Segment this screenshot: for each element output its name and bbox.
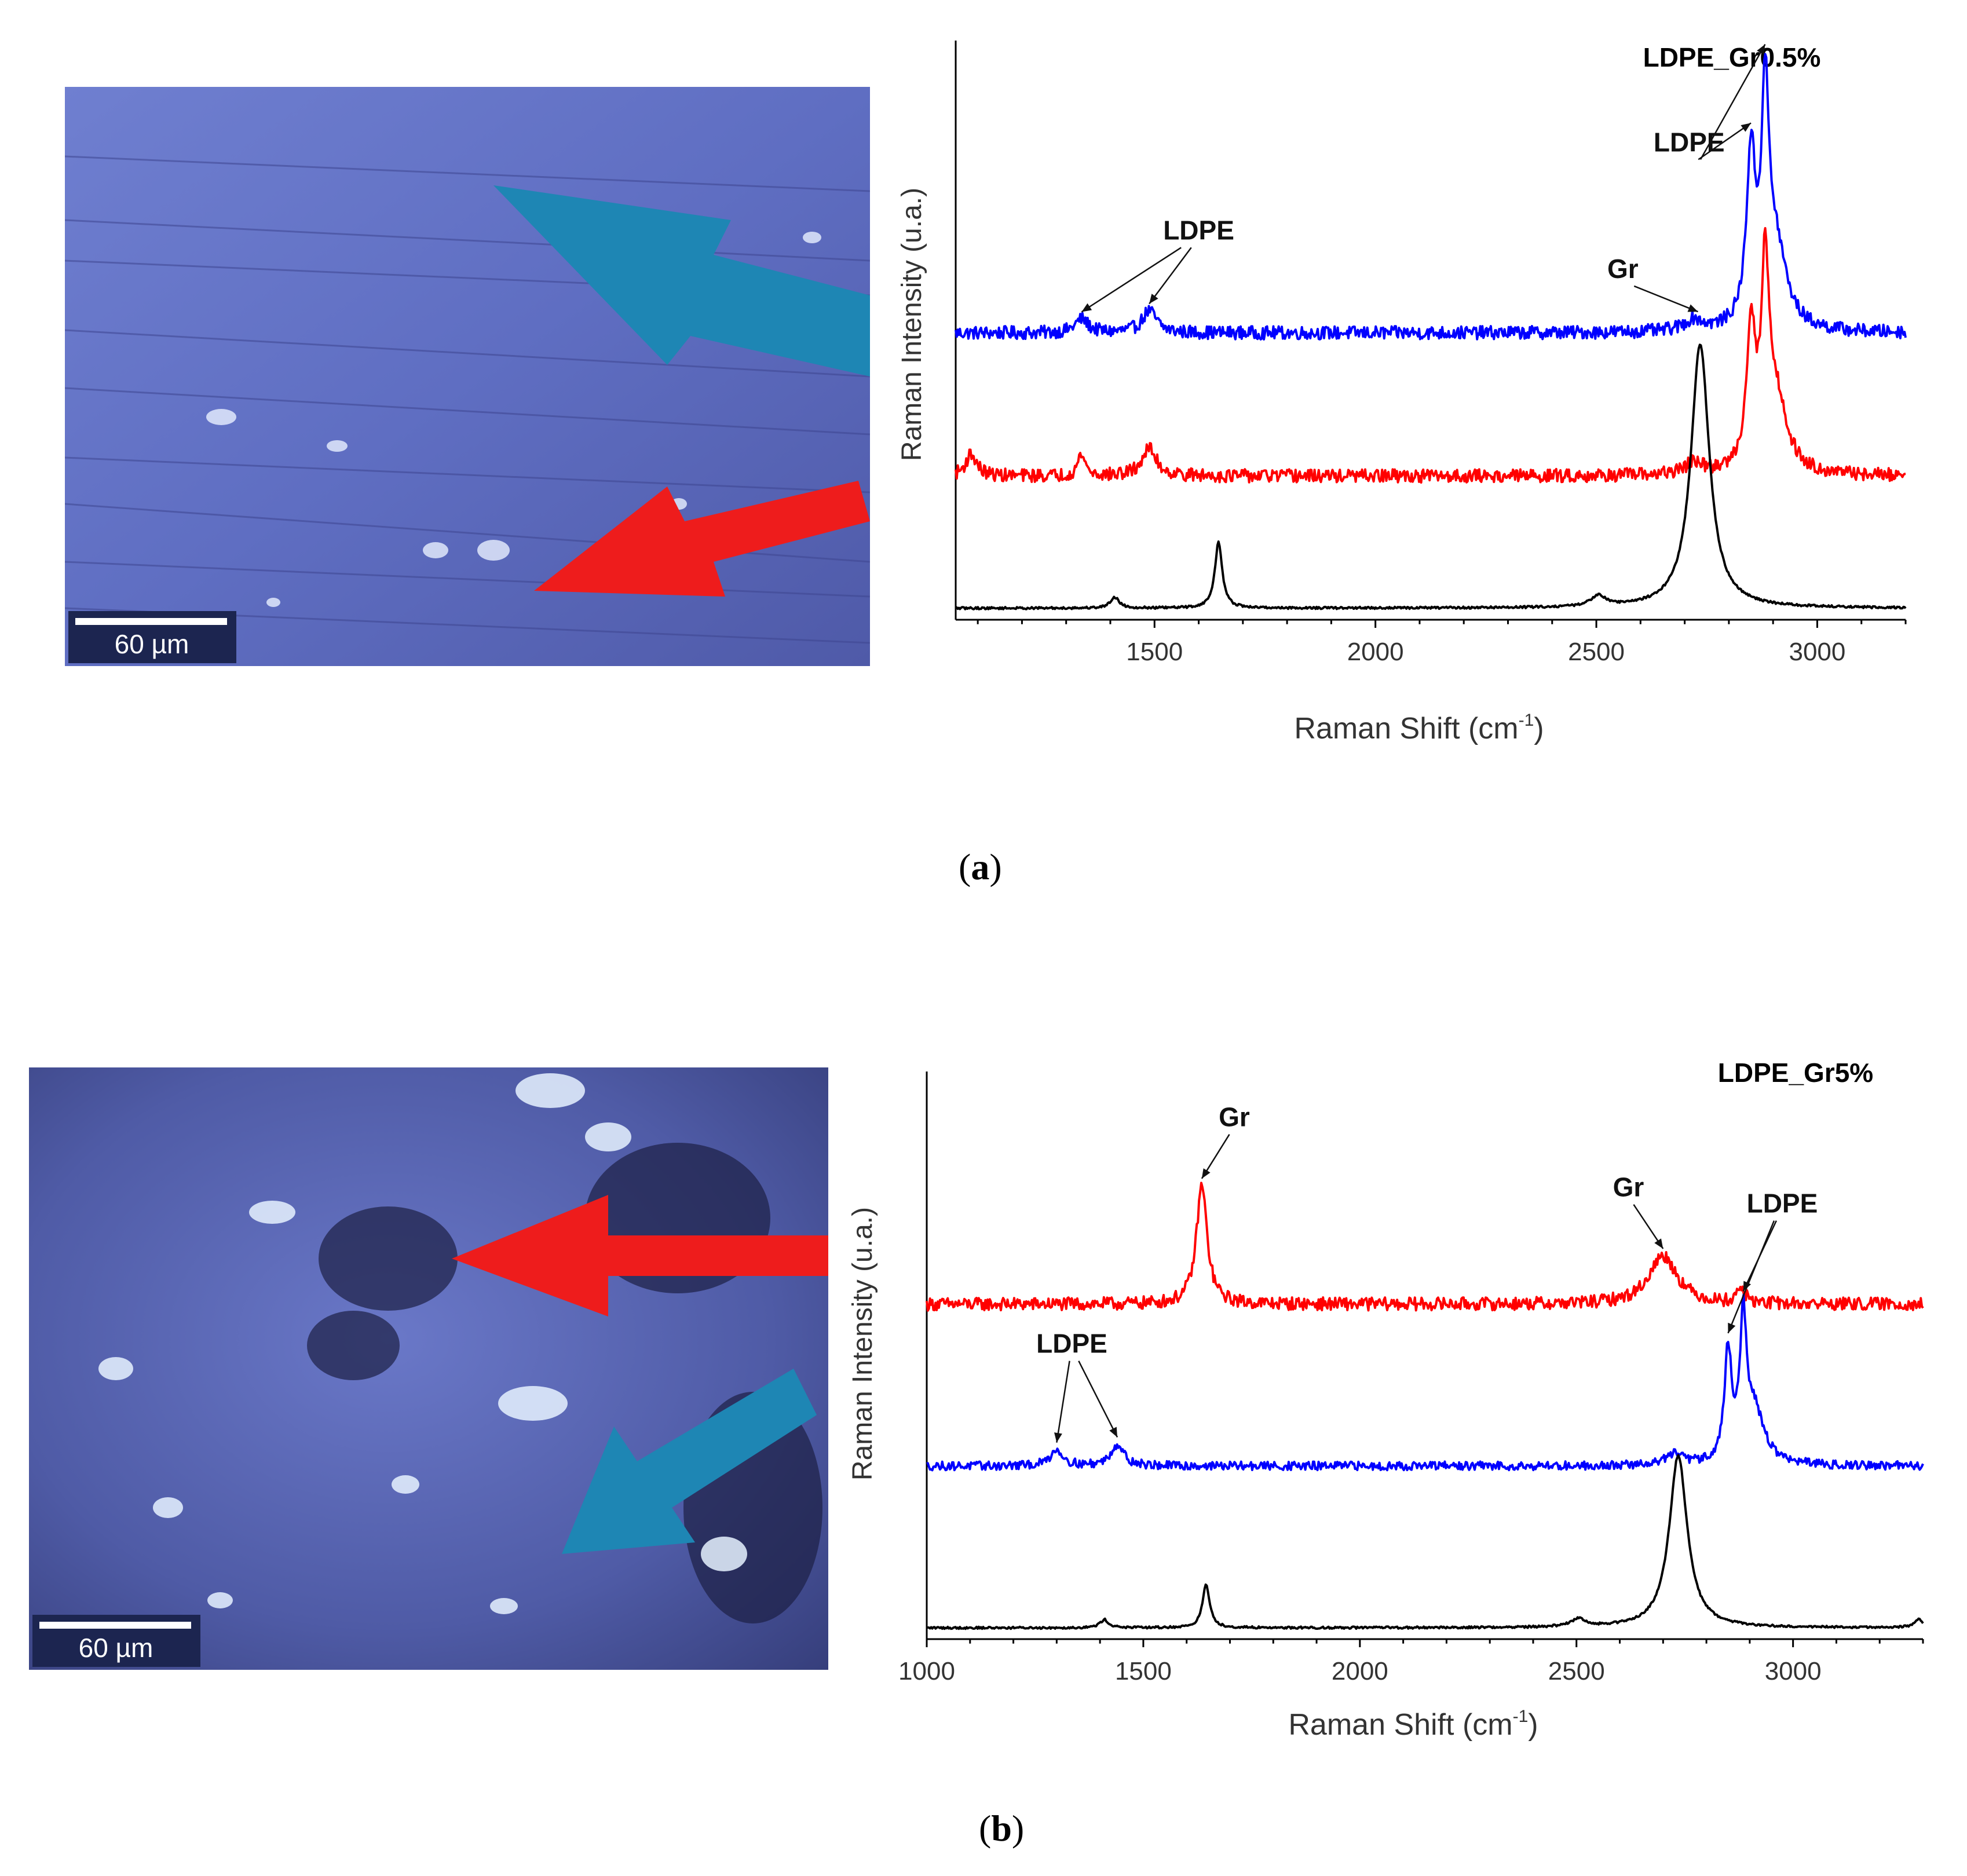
x-axis-label: Raman Shift (cm-1) <box>1288 1707 1538 1742</box>
chart-title: LDPE_Gr5% <box>1718 1058 1873 1088</box>
annotation-label: LDPE <box>1036 1329 1107 1359</box>
arrowhead-icon <box>1743 1281 1752 1292</box>
red-arrow-icon <box>534 481 870 597</box>
scale-bar-label: 60 µm <box>79 1633 153 1663</box>
x-tick-label: 2000 <box>1332 1657 1388 1685</box>
x-tick-label: 2000 <box>1347 638 1404 666</box>
x-tick-label: 1500 <box>1115 1657 1172 1685</box>
micrograph-a: 60 µm <box>65 87 870 666</box>
arrowhead-icon <box>1654 1238 1663 1249</box>
red-arrow-icon <box>452 1195 828 1317</box>
scale-bar-b: 60 µm <box>32 1615 200 1667</box>
arrowhead-icon <box>1054 1432 1062 1443</box>
annotation-label: Gr <box>1219 1102 1250 1132</box>
annotation-label: Gr <box>1613 1172 1644 1202</box>
panel-label-b: (b) <box>979 1808 1025 1849</box>
scale-bar-a: 60 µm <box>68 611 236 663</box>
series-line-3 <box>955 343 1907 610</box>
chart-a: LDPE_Gr0.5% Raman Intensity (u.a.) Raman… <box>897 41 1907 745</box>
arrowhead-icon <box>1757 44 1765 55</box>
annotation-arrow <box>1727 1220 1775 1334</box>
x-tick-label: 2500 <box>1568 638 1625 666</box>
blue-arrow-icon <box>493 185 870 376</box>
series-line-2 <box>955 227 1906 484</box>
annotation-arrow <box>1149 247 1192 305</box>
annotation-label: LDPE <box>1654 127 1725 157</box>
annotation-arrow <box>1078 1361 1118 1438</box>
series-line-2 <box>926 1293 1924 1472</box>
series-line-1 <box>926 1182 1924 1312</box>
x-tick-label: 1500 <box>1126 638 1183 666</box>
arrowhead-icon <box>1109 1427 1118 1438</box>
chart-b: LDPE_Gr5% Raman Intensity (u.a.) Raman S… <box>847 1058 1924 1742</box>
x-tick-label: 1000 <box>898 1657 955 1685</box>
annotation-label: LDPE <box>1747 1189 1818 1219</box>
blue-arrow-icon <box>562 1369 817 1554</box>
arrowhead-icon <box>1741 123 1752 132</box>
x-axis-label: Raman Shift (cm-1) <box>1294 711 1544 745</box>
series-line-1 <box>955 53 1907 341</box>
arrowhead-icon <box>1687 304 1698 312</box>
x-tick-label: 3000 <box>1765 1657 1822 1685</box>
chart-title: LDPE_Gr0.5% <box>1643 42 1821 72</box>
annotation-arrow <box>1742 1220 1777 1292</box>
scale-bar-label: 60 µm <box>115 629 189 659</box>
arrowhead-icon <box>1728 1322 1736 1333</box>
annotation-arrow <box>1699 43 1766 160</box>
panel-label-a: (a) <box>959 846 1002 887</box>
annotation-label: Gr <box>1607 254 1639 284</box>
arrowhead-icon <box>1081 303 1092 312</box>
x-tick-label: 3000 <box>1789 638 1845 666</box>
annotation-arrow <box>1633 285 1698 313</box>
y-axis-label: Raman Intensity (u.a.) <box>847 1207 878 1480</box>
series-line-3 <box>926 1454 1924 1630</box>
annotation-label: LDPE <box>1163 215 1234 245</box>
annotation-arrow <box>1081 247 1182 313</box>
annotation-arrow <box>1698 122 1752 160</box>
y-axis-label: Raman Intensity (u.a.) <box>897 188 927 461</box>
x-tick-label: 2500 <box>1548 1657 1605 1685</box>
arrowhead-icon <box>1201 1168 1211 1179</box>
arrowhead-icon <box>1149 294 1158 304</box>
annotation-arrow <box>1056 1361 1070 1443</box>
micrograph-b: 60 µm <box>29 1067 828 1670</box>
